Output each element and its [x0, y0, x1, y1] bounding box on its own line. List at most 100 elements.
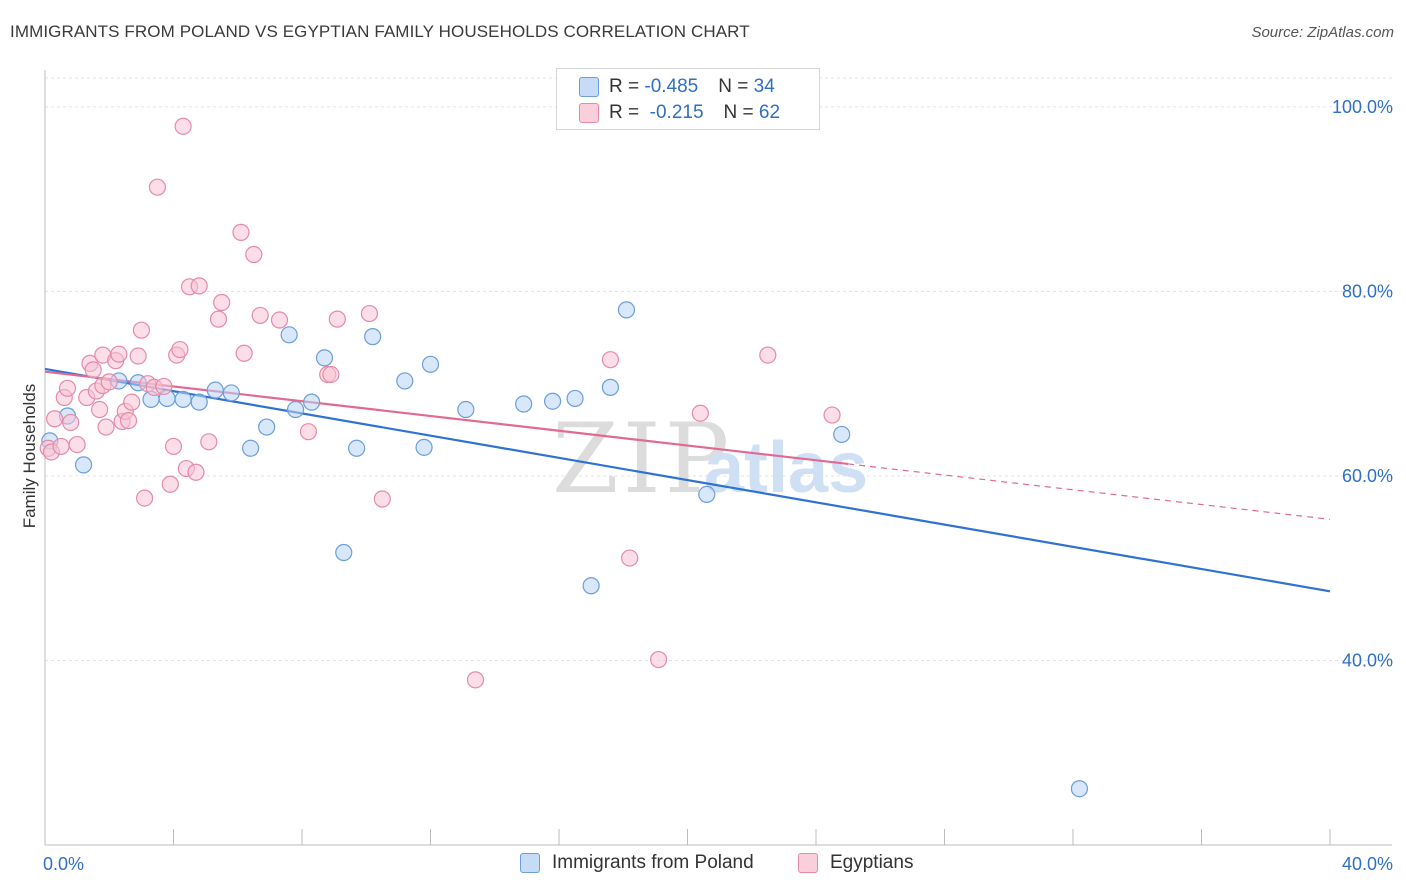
- egyptians-point: [251, 306, 269, 325]
- egyptians-trend-line: [44, 370, 849, 466]
- egyptians-point: [373, 490, 391, 508]
- egyptians-point: [155, 377, 173, 396]
- legend-r-label: R =: [609, 76, 645, 97]
- egyptians-point: [174, 117, 192, 135]
- legend-swatch-poland: [520, 853, 540, 873]
- egyptians-point: [232, 223, 250, 241]
- poland-point: [258, 418, 276, 436]
- egyptians-point: [209, 310, 228, 328]
- legend-n-value: 34: [753, 76, 775, 97]
- poland-point: [543, 392, 562, 410]
- legend-n-value: 62: [758, 102, 781, 123]
- poland-point: [515, 395, 533, 413]
- stats-legend: R = -0.485 N = 34 R = -0.215 N = 62: [556, 68, 820, 130]
- egyptians-point: [91, 400, 109, 419]
- legend-row-poland: R = -0.485 N = 34: [579, 75, 775, 99]
- chart-title: IMMIGRANTS FROM POLAND VS EGYPTIAN FAMIL…: [10, 22, 750, 41]
- egyptians-point: [164, 437, 183, 456]
- poland-point: [222, 384, 240, 402]
- poland-point: [396, 372, 414, 390]
- legend-item-egyptians: Egyptians: [798, 852, 913, 874]
- poland-point: [74, 456, 93, 474]
- poland-point: [335, 543, 353, 562]
- egyptians-point: [148, 178, 167, 196]
- egyptians-point: [601, 351, 620, 369]
- poland-point: [617, 301, 636, 319]
- poland-point: [698, 485, 716, 504]
- poland-point: [348, 439, 366, 457]
- legend-swatch-egyptians: [798, 853, 818, 873]
- poland-trend-line: [44, 367, 1331, 593]
- egyptians-point: [270, 311, 289, 329]
- egyptians-point: [58, 379, 77, 397]
- egyptians-point: [200, 433, 218, 451]
- egyptians-point: [213, 293, 231, 312]
- poland-point: [206, 381, 224, 399]
- egyptians-point: [68, 435, 86, 454]
- poland-point: [421, 355, 440, 373]
- poland-point: [303, 393, 321, 411]
- y-tick-label: 60.0%: [1342, 466, 1393, 486]
- poland-point: [190, 393, 208, 411]
- egyptians-point: [759, 346, 777, 364]
- egyptians-point: [97, 418, 115, 436]
- legend-n-label: N =: [723, 102, 759, 123]
- egyptians-point: [100, 373, 118, 391]
- poland-point: [1070, 780, 1089, 798]
- egyptians-point: [129, 347, 147, 365]
- x-tick-label: 0.0%: [43, 854, 84, 874]
- egyptians-point: [46, 410, 64, 428]
- legend-swatch-egyptians: [579, 103, 599, 123]
- poland-point: [582, 577, 600, 595]
- poland-point: [833, 425, 851, 444]
- egyptians-point: [466, 671, 485, 689]
- egyptians-point: [190, 277, 208, 295]
- egyptians-point: [62, 413, 80, 432]
- poland-point: [315, 349, 334, 367]
- legend-label-poland: Immigrants from Poland: [552, 852, 754, 873]
- egyptians-point: [691, 404, 709, 422]
- egyptians-point: [235, 344, 253, 362]
- legend-row-egyptians: R = -0.215 N = 62: [579, 101, 780, 125]
- x-tick-label: 40.0%: [1342, 854, 1393, 874]
- egyptians-point: [84, 361, 102, 379]
- legend-n-label: N =: [718, 76, 754, 97]
- egyptians-point: [245, 245, 263, 264]
- poland-point: [566, 389, 584, 408]
- egyptians-point: [119, 411, 138, 430]
- tick-labels: 40.0% 60.0% 80.0% 100.0% 0.0% 40.0%: [43, 97, 1393, 874]
- data-points: [39, 117, 1089, 798]
- legend-label-egyptians: Egyptians: [830, 852, 914, 873]
- grid-lines: [45, 77, 1392, 661]
- poland-point: [286, 400, 305, 419]
- legend-r-value: -0.485: [644, 76, 699, 97]
- egyptians-point: [171, 340, 189, 359]
- y-tick-label: 80.0%: [1342, 281, 1393, 301]
- egyptians-point: [621, 549, 639, 567]
- legend-r-value: -0.215: [644, 102, 704, 123]
- trend-lines: [44, 367, 1331, 593]
- egyptians-point: [187, 463, 205, 481]
- legend-r-label: R =: [609, 102, 645, 123]
- egyptians-point: [360, 304, 379, 323]
- egyptians-point: [322, 365, 340, 384]
- egyptians-point: [823, 406, 841, 424]
- poland-point: [280, 326, 298, 344]
- poland-point: [457, 400, 475, 419]
- poland-point: [601, 378, 620, 396]
- egyptians-point: [123, 393, 141, 411]
- source-credit: Source: ZipAtlas.com: [1251, 24, 1394, 41]
- egyptians-point: [299, 423, 318, 441]
- y-tick-label: 100.0%: [1332, 97, 1393, 117]
- egyptians-point: [328, 310, 346, 328]
- legend-swatch-poland: [579, 77, 599, 97]
- poland-point: [415, 438, 433, 456]
- y-axis-label: Family Households: [20, 384, 39, 529]
- poland-point: [242, 439, 260, 457]
- legend-item-poland: Immigrants from Poland: [520, 852, 754, 874]
- poland-point: [174, 390, 192, 408]
- y-tick-label: 40.0%: [1342, 650, 1393, 670]
- egyptians-point: [161, 475, 179, 493]
- egyptians-point: [132, 321, 150, 339]
